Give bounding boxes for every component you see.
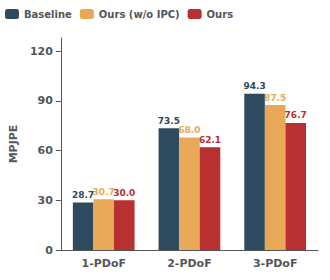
svg-text:2-PDoF: 2-PDoF [167,257,211,270]
svg-text:73.5: 73.5 [158,116,180,126]
svg-text:87.5: 87.5 [264,93,286,103]
svg-text:30.0: 30.0 [113,188,135,198]
svg-text:28.7: 28.7 [72,190,94,200]
svg-text:Baseline: Baseline [24,9,72,20]
svg-text:68.0: 68.0 [178,125,200,135]
svg-text:1-PDoF: 1-PDoF [81,257,125,270]
svg-text:30: 30 [38,194,54,207]
svg-text:94.3: 94.3 [243,81,265,91]
svg-text:Ours (w/o IPC): Ours (w/o IPC) [99,9,180,20]
svg-text:60: 60 [38,144,54,157]
svg-text:120: 120 [30,45,53,58]
svg-text:30.7: 30.7 [93,187,115,197]
svg-text:0: 0 [45,244,53,257]
svg-text:62.1: 62.1 [199,135,221,145]
svg-text:76.7: 76.7 [285,110,307,120]
svg-text:MPJPE: MPJPE [7,125,20,164]
svg-text:3-PDoF: 3-PDoF [253,257,297,270]
svg-text:Ours: Ours [207,9,234,20]
svg-text:90: 90 [38,94,54,107]
